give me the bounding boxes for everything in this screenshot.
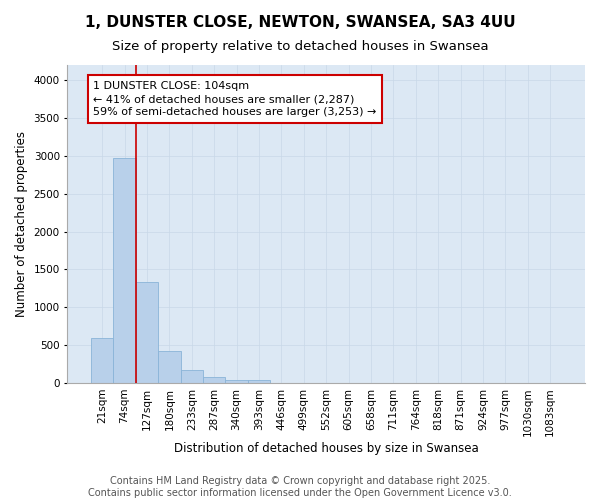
- Bar: [203, 377, 226, 383]
- Bar: [136, 282, 158, 383]
- Text: 1 DUNSTER CLOSE: 104sqm
← 41% of detached houses are smaller (2,287)
59% of semi: 1 DUNSTER CLOSE: 104sqm ← 41% of detache…: [94, 81, 377, 118]
- Bar: [91, 338, 113, 383]
- Bar: [226, 380, 248, 383]
- Bar: [181, 370, 203, 383]
- Text: Contains HM Land Registry data © Crown copyright and database right 2025.
Contai: Contains HM Land Registry data © Crown c…: [88, 476, 512, 498]
- Bar: [158, 351, 181, 383]
- Y-axis label: Number of detached properties: Number of detached properties: [15, 131, 28, 317]
- X-axis label: Distribution of detached houses by size in Swansea: Distribution of detached houses by size …: [174, 442, 479, 455]
- Text: Size of property relative to detached houses in Swansea: Size of property relative to detached ho…: [112, 40, 488, 53]
- Bar: [113, 158, 136, 383]
- Text: 1, DUNSTER CLOSE, NEWTON, SWANSEA, SA3 4UU: 1, DUNSTER CLOSE, NEWTON, SWANSEA, SA3 4…: [85, 15, 515, 30]
- Bar: [248, 380, 270, 383]
